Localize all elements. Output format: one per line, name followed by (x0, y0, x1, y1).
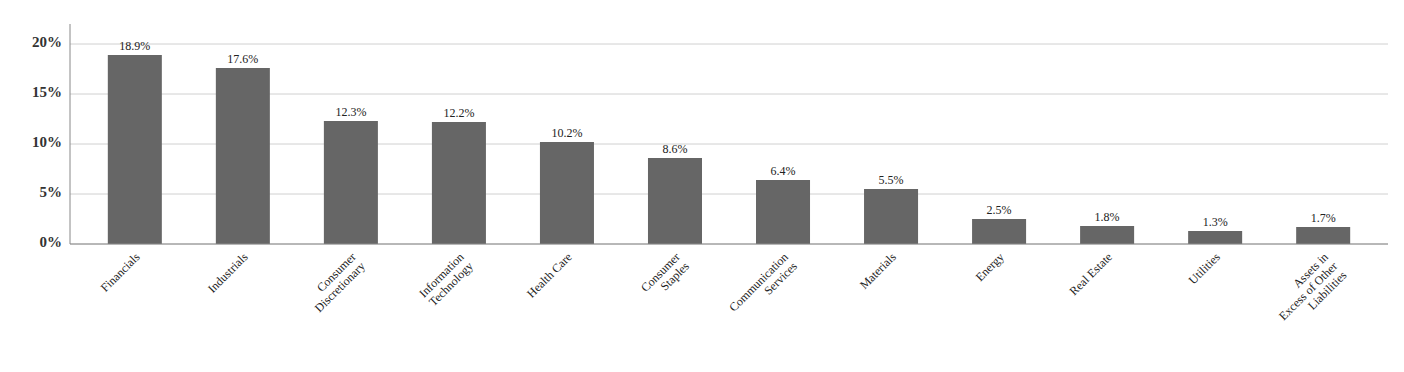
x-tick-label: Materials (857, 250, 899, 292)
chart-svg: 0% 5% 10% 15% 20% 18.9% 17.6% 12.3% 12.2% 10.2% 8.… (0, 0, 1404, 372)
x-axis-line (70, 244, 1388, 245)
data-label: 2.5% (987, 203, 1012, 217)
x-tick-label: InformationTechnology (416, 250, 476, 310)
grid (70, 44, 1388, 244)
bar (1080, 226, 1134, 244)
x-tick-label: Financials (98, 250, 143, 295)
bar (972, 219, 1026, 244)
x-tick-label: Health Care (524, 250, 575, 301)
x-tick-label: ConsumerStaples (638, 250, 692, 304)
bar (864, 189, 918, 244)
y-tick-label: 10% (32, 134, 62, 150)
x-tick-label: Utilities (1186, 250, 1223, 287)
grid-line (70, 44, 1388, 45)
data-label: 8.6% (662, 142, 687, 156)
x-tick-label: Industrials (205, 250, 251, 296)
bar (756, 180, 810, 244)
bar (432, 122, 486, 244)
y-tick-label: 0% (40, 234, 63, 250)
bar (648, 158, 702, 244)
data-label: 1.3% (1203, 215, 1228, 229)
bar (108, 55, 162, 244)
data-label: 5.5% (879, 173, 904, 187)
bars (108, 55, 1350, 244)
data-label: 18.9% (119, 39, 150, 53)
y-tick-label: 5% (40, 184, 63, 200)
data-label: 1.8% (1095, 210, 1120, 224)
plot: 0% 5% 10% 15% 20% 18.9% 17.6% 12.3% 12.2% 10.2% 8.… (32, 24, 1388, 332)
x-tick-label: Energy (973, 250, 1007, 284)
data-labels: 18.9% 17.6% 12.3% 12.2% 10.2% 8.6% 6.4% 5.5% 2.5… (119, 39, 1335, 229)
chart-container: 0% 5% 10% 15% 20% 18.9% 17.6% 12.3% 12.2% 10.2% 8.… (0, 0, 1404, 372)
bar (324, 121, 378, 244)
data-label: 12.2% (443, 106, 474, 120)
x-axis-ticks: Financials Industrials ConsumerDiscretiona… (98, 250, 1350, 333)
bar (540, 142, 594, 244)
x-tick-label: ConsumerDiscretionary (303, 250, 368, 315)
y-tick-label: 20% (32, 34, 62, 50)
y-axis-ticks: 0% 5% 10% 15% 20% (32, 34, 62, 250)
x-tick-label: Real Estate (1067, 250, 1115, 298)
data-label: 10.2% (551, 126, 582, 140)
y-axis-line (70, 24, 71, 244)
data-label: 1.7% (1311, 211, 1336, 225)
data-label: 17.6% (227, 52, 258, 66)
y-tick-label: 15% (32, 84, 62, 100)
x-tick-label: Assets inExcess of OtherLiabilities (1267, 250, 1350, 333)
bar (1188, 231, 1242, 244)
data-label: 6.4% (771, 164, 796, 178)
bar (216, 68, 270, 244)
grid-line (70, 244, 1388, 245)
bar (1296, 227, 1350, 244)
x-tick-label: CommunicationServices (726, 250, 800, 324)
data-label: 12.3% (335, 105, 366, 119)
